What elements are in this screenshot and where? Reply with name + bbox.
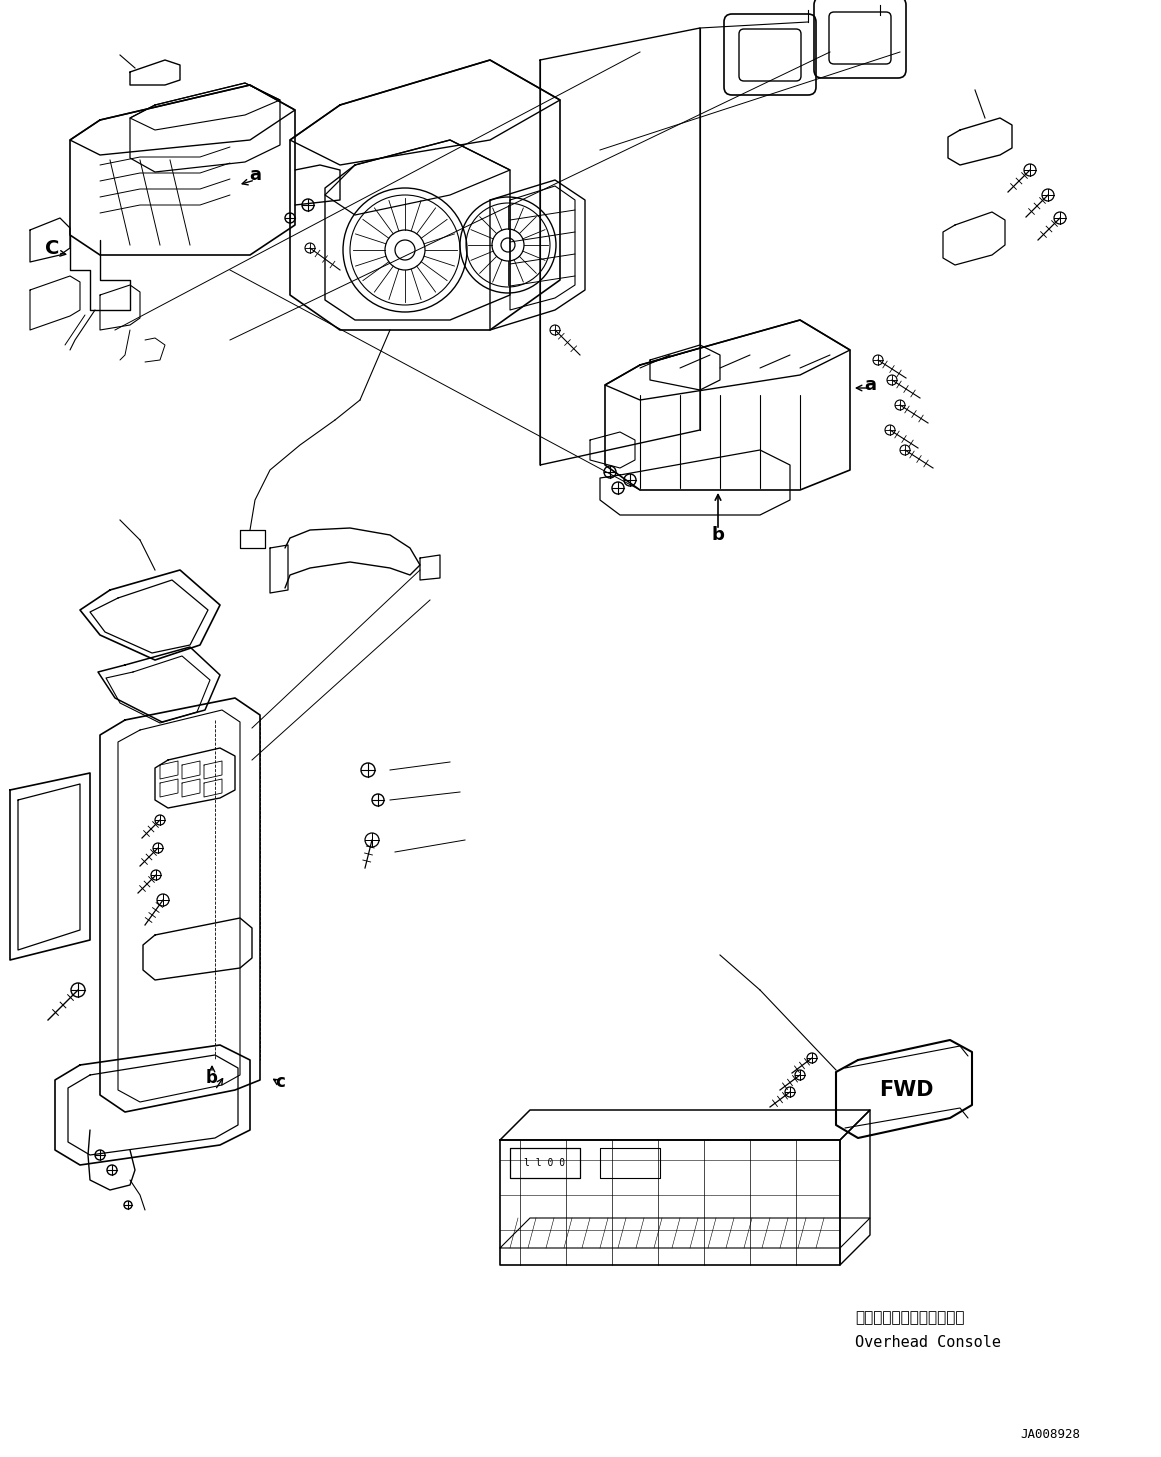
Text: JA008928: JA008928	[1021, 1428, 1080, 1441]
Text: FWD: FWD	[879, 1080, 933, 1100]
Text: a: a	[248, 166, 261, 184]
Text: b: b	[205, 1069, 218, 1087]
Text: a: a	[864, 376, 877, 393]
Text: b: b	[712, 526, 724, 543]
Text: Overhead Console: Overhead Console	[854, 1335, 1001, 1351]
Text: c: c	[275, 1072, 284, 1091]
Text: l l 0 0: l l 0 0	[525, 1158, 565, 1169]
Text: オーバーヘッドコンソール: オーバーヘッドコンソール	[854, 1310, 965, 1324]
Text: C: C	[45, 239, 59, 258]
